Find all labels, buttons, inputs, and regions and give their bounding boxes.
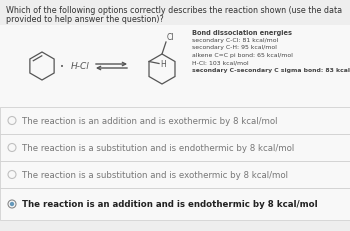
FancyBboxPatch shape: [0, 161, 350, 188]
Text: •: •: [60, 64, 64, 70]
FancyBboxPatch shape: [0, 26, 350, 108]
Text: The reaction is an addition and is endothermic by 8 kcal/mol: The reaction is an addition and is endot…: [22, 200, 318, 209]
Text: The reaction is a substitution and is exothermic by 8 kcal/mol: The reaction is a substitution and is ex…: [22, 170, 288, 179]
Text: The reaction is an addition and is exothermic by 8 kcal/mol: The reaction is an addition and is exoth…: [22, 116, 278, 125]
Text: secondary C-Cl: 81 kcal/mol: secondary C-Cl: 81 kcal/mol: [192, 38, 278, 43]
FancyBboxPatch shape: [0, 108, 350, 134]
Text: The reaction is a substitution and is endothermic by 8 kcal/mol: The reaction is a substitution and is en…: [22, 143, 294, 152]
FancyBboxPatch shape: [0, 188, 350, 220]
Text: H: H: [160, 60, 166, 69]
Text: secondary C-H: 95 kcal/mol: secondary C-H: 95 kcal/mol: [192, 45, 277, 50]
Text: Cl: Cl: [167, 33, 175, 42]
Text: secondary C-secondary C sigma bond: 83 kcal/mol: secondary C-secondary C sigma bond: 83 k…: [192, 68, 350, 73]
FancyBboxPatch shape: [0, 134, 350, 161]
Text: provided to help answer the question)?: provided to help answer the question)?: [6, 15, 164, 24]
Text: H-Cl: H-Cl: [71, 62, 89, 71]
Text: H-Cl: 103 kcal/mol: H-Cl: 103 kcal/mol: [192, 60, 248, 65]
Text: Which of the following options correctly describes the reaction shown (use the d: Which of the following options correctly…: [6, 6, 342, 15]
Text: Bond dissociation energies: Bond dissociation energies: [192, 30, 292, 36]
Text: alkene C=C pi bond: 65 kcal/mol: alkene C=C pi bond: 65 kcal/mol: [192, 53, 293, 58]
Circle shape: [10, 202, 14, 206]
